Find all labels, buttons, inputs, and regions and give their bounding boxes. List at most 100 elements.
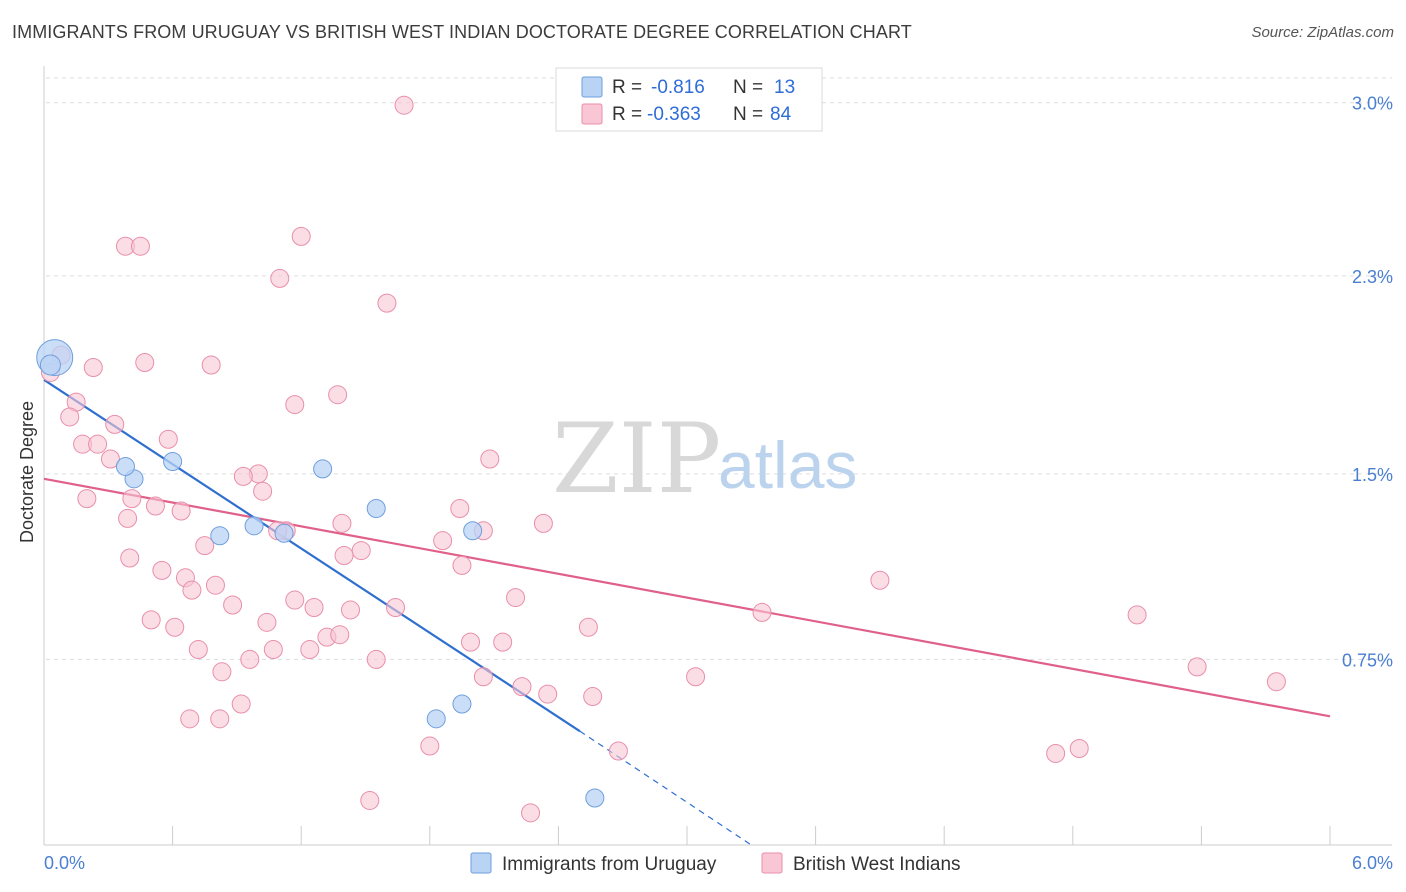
bwi-point-59 <box>461 632 481 652</box>
series-legend-label-uruguay: Immigrants from Uruguay <box>502 854 717 875</box>
uruguay-point-13 <box>585 788 605 808</box>
bwi-point-16 <box>158 429 178 449</box>
watermark: ZIP atlas <box>552 403 857 515</box>
bwi-point-51 <box>752 602 772 622</box>
uruguay-point-5 <box>313 459 333 479</box>
bwi-point-36 <box>351 541 371 561</box>
bwi-point-74 <box>583 687 603 707</box>
bwi-point-20 <box>480 449 500 469</box>
series-legend-label-bwi: British West Indians <box>793 854 961 875</box>
uruguay-point-7 <box>244 516 264 536</box>
uruguay-point-1 <box>39 354 61 376</box>
bwi-point-18 <box>88 434 108 454</box>
legend-swatch-uruguay <box>581 76 603 98</box>
source-credit: Source: ZipAtlas.com <box>1251 24 1394 41</box>
bwi-point-52 <box>1127 605 1147 625</box>
bwi-point-37 <box>334 546 354 566</box>
watermark-atlas: atlas <box>718 428 857 502</box>
bwi-point-80 <box>360 790 380 810</box>
bwi-point-82 <box>180 709 200 729</box>
bwi-point-50 <box>386 597 406 617</box>
y-axis-label: Doctorate Degree <box>17 401 37 543</box>
bwi-point-62 <box>263 640 283 660</box>
bwi-point-7 <box>135 353 155 373</box>
bwi-point-15 <box>105 414 125 434</box>
bwi-point-11 <box>328 385 348 405</box>
bwi-point-35 <box>195 536 215 556</box>
bwi-point-39 <box>452 555 472 575</box>
bwi-point-63 <box>300 640 320 660</box>
bwi-point-4 <box>270 268 290 288</box>
uruguay-point-6 <box>366 499 386 519</box>
bwi-point-38 <box>120 548 140 568</box>
bwi-point-58 <box>330 625 350 645</box>
y-tick-label-0: 0.75% <box>1342 650 1393 670</box>
bwi-point-79 <box>1069 739 1089 759</box>
bwi-point-29 <box>118 508 138 528</box>
watermark-zip: ZIP <box>552 403 721 515</box>
legend-r-value-uruguay: -0.816 <box>651 77 705 98</box>
legend-n-label-uruguay: N = <box>733 77 763 98</box>
bwi-point-25 <box>122 489 142 509</box>
bwi-point-69 <box>686 667 706 687</box>
bwi-point-8 <box>201 355 221 375</box>
bwi-point-19 <box>100 449 120 469</box>
bwi-point-26 <box>145 496 165 516</box>
bwi-point-44 <box>205 575 225 595</box>
bwi-point-46 <box>285 590 305 610</box>
series-legend-swatch-bwi <box>761 852 783 874</box>
bwi-point-28 <box>171 501 191 521</box>
bwi-point-64 <box>240 649 260 669</box>
bwi-point-77 <box>608 741 628 761</box>
bwi-point-67 <box>212 662 232 682</box>
bwi-point-60 <box>493 632 513 652</box>
uruguay-point-2 <box>163 452 183 471</box>
bwi-point-1 <box>291 226 311 246</box>
bwi-point-75 <box>210 709 230 729</box>
bwi-point-47 <box>223 595 243 615</box>
bwi-point-78 <box>1046 743 1066 763</box>
bwi-point-0 <box>394 95 414 115</box>
y-tick-label-2: 2.3% <box>1352 267 1393 287</box>
bwi-point-27 <box>450 499 470 519</box>
x-tick-label-max: 6.0% <box>1352 853 1393 873</box>
series-legend-swatch-uruguay <box>470 852 492 874</box>
series-legend: Immigrants from Uruguay British West Ind… <box>470 852 961 875</box>
bwi-point-61 <box>188 640 208 660</box>
bwi-point-73 <box>231 694 251 714</box>
bwi-point-43 <box>182 580 202 600</box>
y-tick-label-3: 3.0% <box>1352 94 1393 114</box>
bwi-point-30 <box>332 513 352 533</box>
bwi-point-66 <box>1187 657 1207 677</box>
bwi-point-76 <box>420 736 440 756</box>
bwi-point-65 <box>366 649 386 669</box>
bwi-point-5 <box>377 293 397 313</box>
bwi-point-22 <box>233 466 253 486</box>
bwi-point-81 <box>521 803 541 823</box>
bwi-point-3 <box>130 236 150 256</box>
bwi-point-54 <box>141 610 161 630</box>
bwi-point-24 <box>77 489 97 509</box>
bwi-point-49 <box>340 600 360 620</box>
uruguay-point-11 <box>426 709 446 729</box>
x-tick-label-min: 0.0% <box>44 853 85 873</box>
uruguay-point-12 <box>452 694 472 714</box>
bwi-point-68 <box>473 667 493 687</box>
bwi-point-55 <box>165 617 185 637</box>
bwi-point-70 <box>1266 672 1286 692</box>
legend-swatch-british-west-indians <box>581 103 603 125</box>
legend-n-value-uruguay: 13 <box>774 77 795 98</box>
bwi-point-40 <box>152 560 172 580</box>
bwi-point-48 <box>304 597 324 617</box>
bwi-point-53 <box>257 612 277 632</box>
bwi-point-34 <box>433 531 453 551</box>
grid-lines <box>46 77 1392 660</box>
bwi-point-13 <box>285 395 305 415</box>
legend-n-value-bwi: 84 <box>770 104 792 125</box>
chart-title: IMMIGRANTS FROM URUGUAY VS BRITISH WEST … <box>12 22 912 42</box>
legend-n-label-bwi: N = <box>733 104 763 125</box>
bwi-point-14 <box>60 407 80 427</box>
trend-line-uruguay-extension <box>579 730 752 846</box>
bwi-point-23 <box>253 481 273 501</box>
